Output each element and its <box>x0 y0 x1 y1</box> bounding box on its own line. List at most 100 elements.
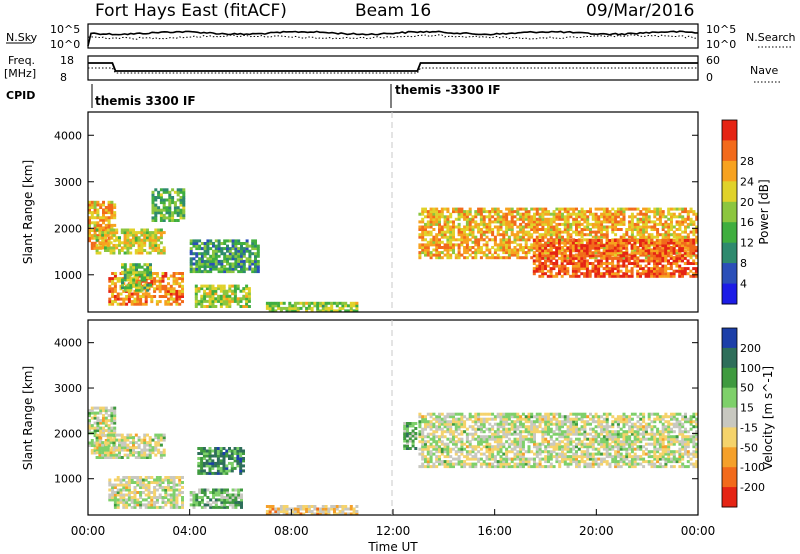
power-cell <box>228 270 232 274</box>
power-cell <box>572 212 576 216</box>
power-cell <box>605 230 609 234</box>
velocity-cell <box>120 433 124 437</box>
velocity-cell <box>474 430 478 434</box>
velocity-cell <box>231 493 235 497</box>
power-cell <box>521 225 525 229</box>
velocity-cell <box>516 420 520 424</box>
velocity-cell <box>513 452 517 456</box>
power-cell <box>172 289 176 293</box>
power-cell <box>111 289 115 293</box>
velocity-cell <box>172 478 176 482</box>
power-cell <box>176 190 180 194</box>
power-cell <box>616 262 620 265</box>
velocity-cell <box>132 443 135 447</box>
power-cell <box>149 283 152 287</box>
power-cell <box>597 222 601 226</box>
power-cell <box>443 207 447 211</box>
power-cell <box>599 254 603 258</box>
power-cell <box>552 267 556 271</box>
velocity-cell <box>143 438 147 442</box>
power-cell <box>90 203 94 207</box>
velocity-cell <box>95 443 99 447</box>
velocity-cell <box>109 456 113 459</box>
velocity-cell <box>203 503 207 507</box>
power-cell <box>614 233 618 237</box>
power-cell <box>650 235 654 239</box>
power-cell <box>591 254 595 258</box>
power-cell <box>541 272 545 276</box>
power-cell <box>214 247 218 251</box>
velocity-cell <box>111 483 115 487</box>
velocity-cell <box>424 415 427 419</box>
power-cell <box>167 297 170 301</box>
power-cell <box>113 239 117 243</box>
velocity-cell <box>119 496 123 499</box>
velocity-cell <box>155 488 159 492</box>
power-cell <box>614 251 618 255</box>
power-cell <box>151 193 155 197</box>
power-cell <box>162 190 166 194</box>
power-cell <box>566 262 570 265</box>
power-cell <box>140 288 144 292</box>
power-cell <box>633 264 637 268</box>
velocity-cell <box>200 457 204 460</box>
power-cell <box>661 269 665 273</box>
velocity-cell <box>440 447 444 451</box>
power-cell <box>591 269 595 273</box>
power-cell <box>421 217 425 221</box>
power-cell <box>594 267 598 271</box>
power-cell <box>146 238 149 242</box>
power-cell <box>116 292 120 296</box>
power-cell <box>341 306 345 310</box>
power-cell <box>101 231 105 235</box>
velocity-cell <box>93 451 97 455</box>
power-cell <box>134 238 138 242</box>
power-cell <box>226 254 229 258</box>
power-cell <box>219 299 223 303</box>
power-cell <box>440 207 444 211</box>
power-cell <box>499 222 503 226</box>
power-cell <box>107 206 111 209</box>
velocity-cell <box>538 450 542 454</box>
velocity-cell <box>147 503 151 507</box>
power-cell <box>222 287 226 291</box>
power-cell <box>426 230 430 234</box>
power-cell <box>571 274 575 278</box>
power-cell <box>650 256 654 260</box>
power-cell <box>544 246 547 250</box>
velocity-cell <box>208 469 212 473</box>
power-cell <box>164 295 168 298</box>
velocity-cell <box>143 446 147 450</box>
power-cell <box>178 282 182 286</box>
power-cell <box>127 300 131 304</box>
power-cell <box>104 246 107 250</box>
power-cell <box>644 244 648 248</box>
power-cell <box>594 256 598 260</box>
velocity-cell <box>477 435 481 439</box>
power-cell <box>608 251 612 255</box>
velocity-cell <box>107 424 111 428</box>
power-cell <box>113 277 117 281</box>
velocity-cell <box>137 438 141 442</box>
power-cell <box>116 279 120 283</box>
power-cell <box>240 262 243 266</box>
power-cell <box>560 251 564 255</box>
velocity-cell <box>239 469 243 473</box>
velocity-cell <box>507 432 511 436</box>
velocity-cell <box>524 450 528 454</box>
velocity-cell <box>527 432 531 436</box>
power-cell <box>566 220 570 224</box>
power-cell <box>538 262 542 265</box>
power-cell <box>532 262 536 265</box>
power-cell <box>418 243 422 247</box>
power-cell <box>432 220 436 224</box>
power-cell <box>165 190 169 194</box>
power-cell <box>198 267 202 271</box>
velocity-cell <box>327 510 331 513</box>
power-cell <box>198 239 202 243</box>
power-cell <box>588 251 592 255</box>
velocity-cell <box>110 414 114 418</box>
velocity-cell <box>446 465 450 469</box>
power-cell <box>541 267 545 271</box>
power-cell <box>189 259 193 263</box>
